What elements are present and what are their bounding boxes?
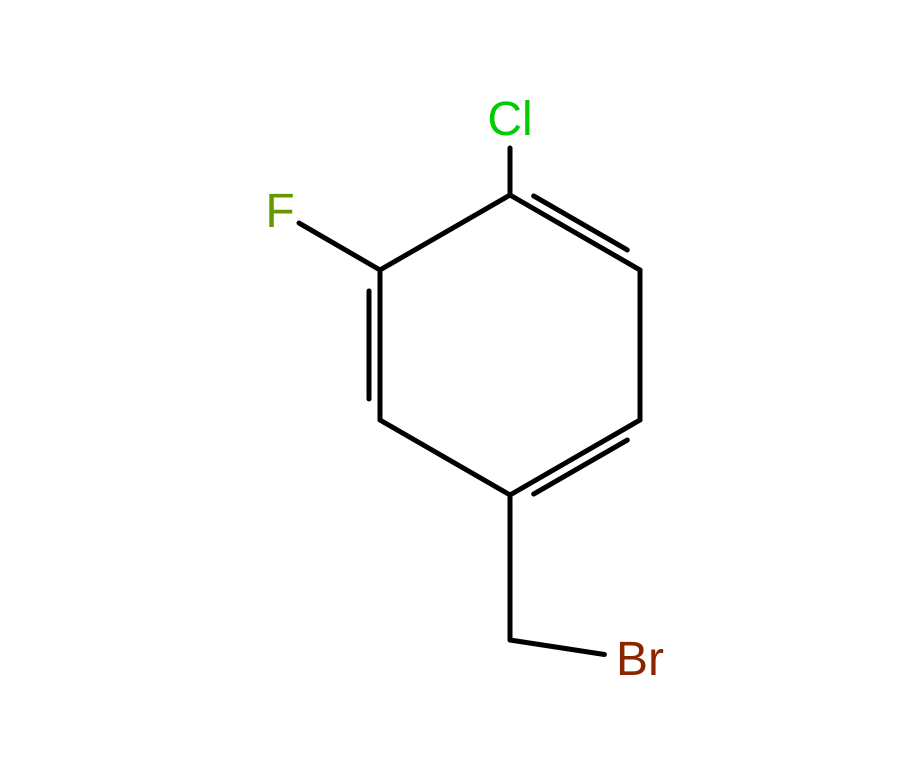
molecule-canvas: Cl F Br (0, 0, 897, 777)
atom-label-f: F (265, 188, 294, 236)
atom-label-cl: Cl (487, 96, 532, 144)
bonds-layer (0, 0, 897, 777)
atom-label-br: Br (616, 636, 664, 684)
